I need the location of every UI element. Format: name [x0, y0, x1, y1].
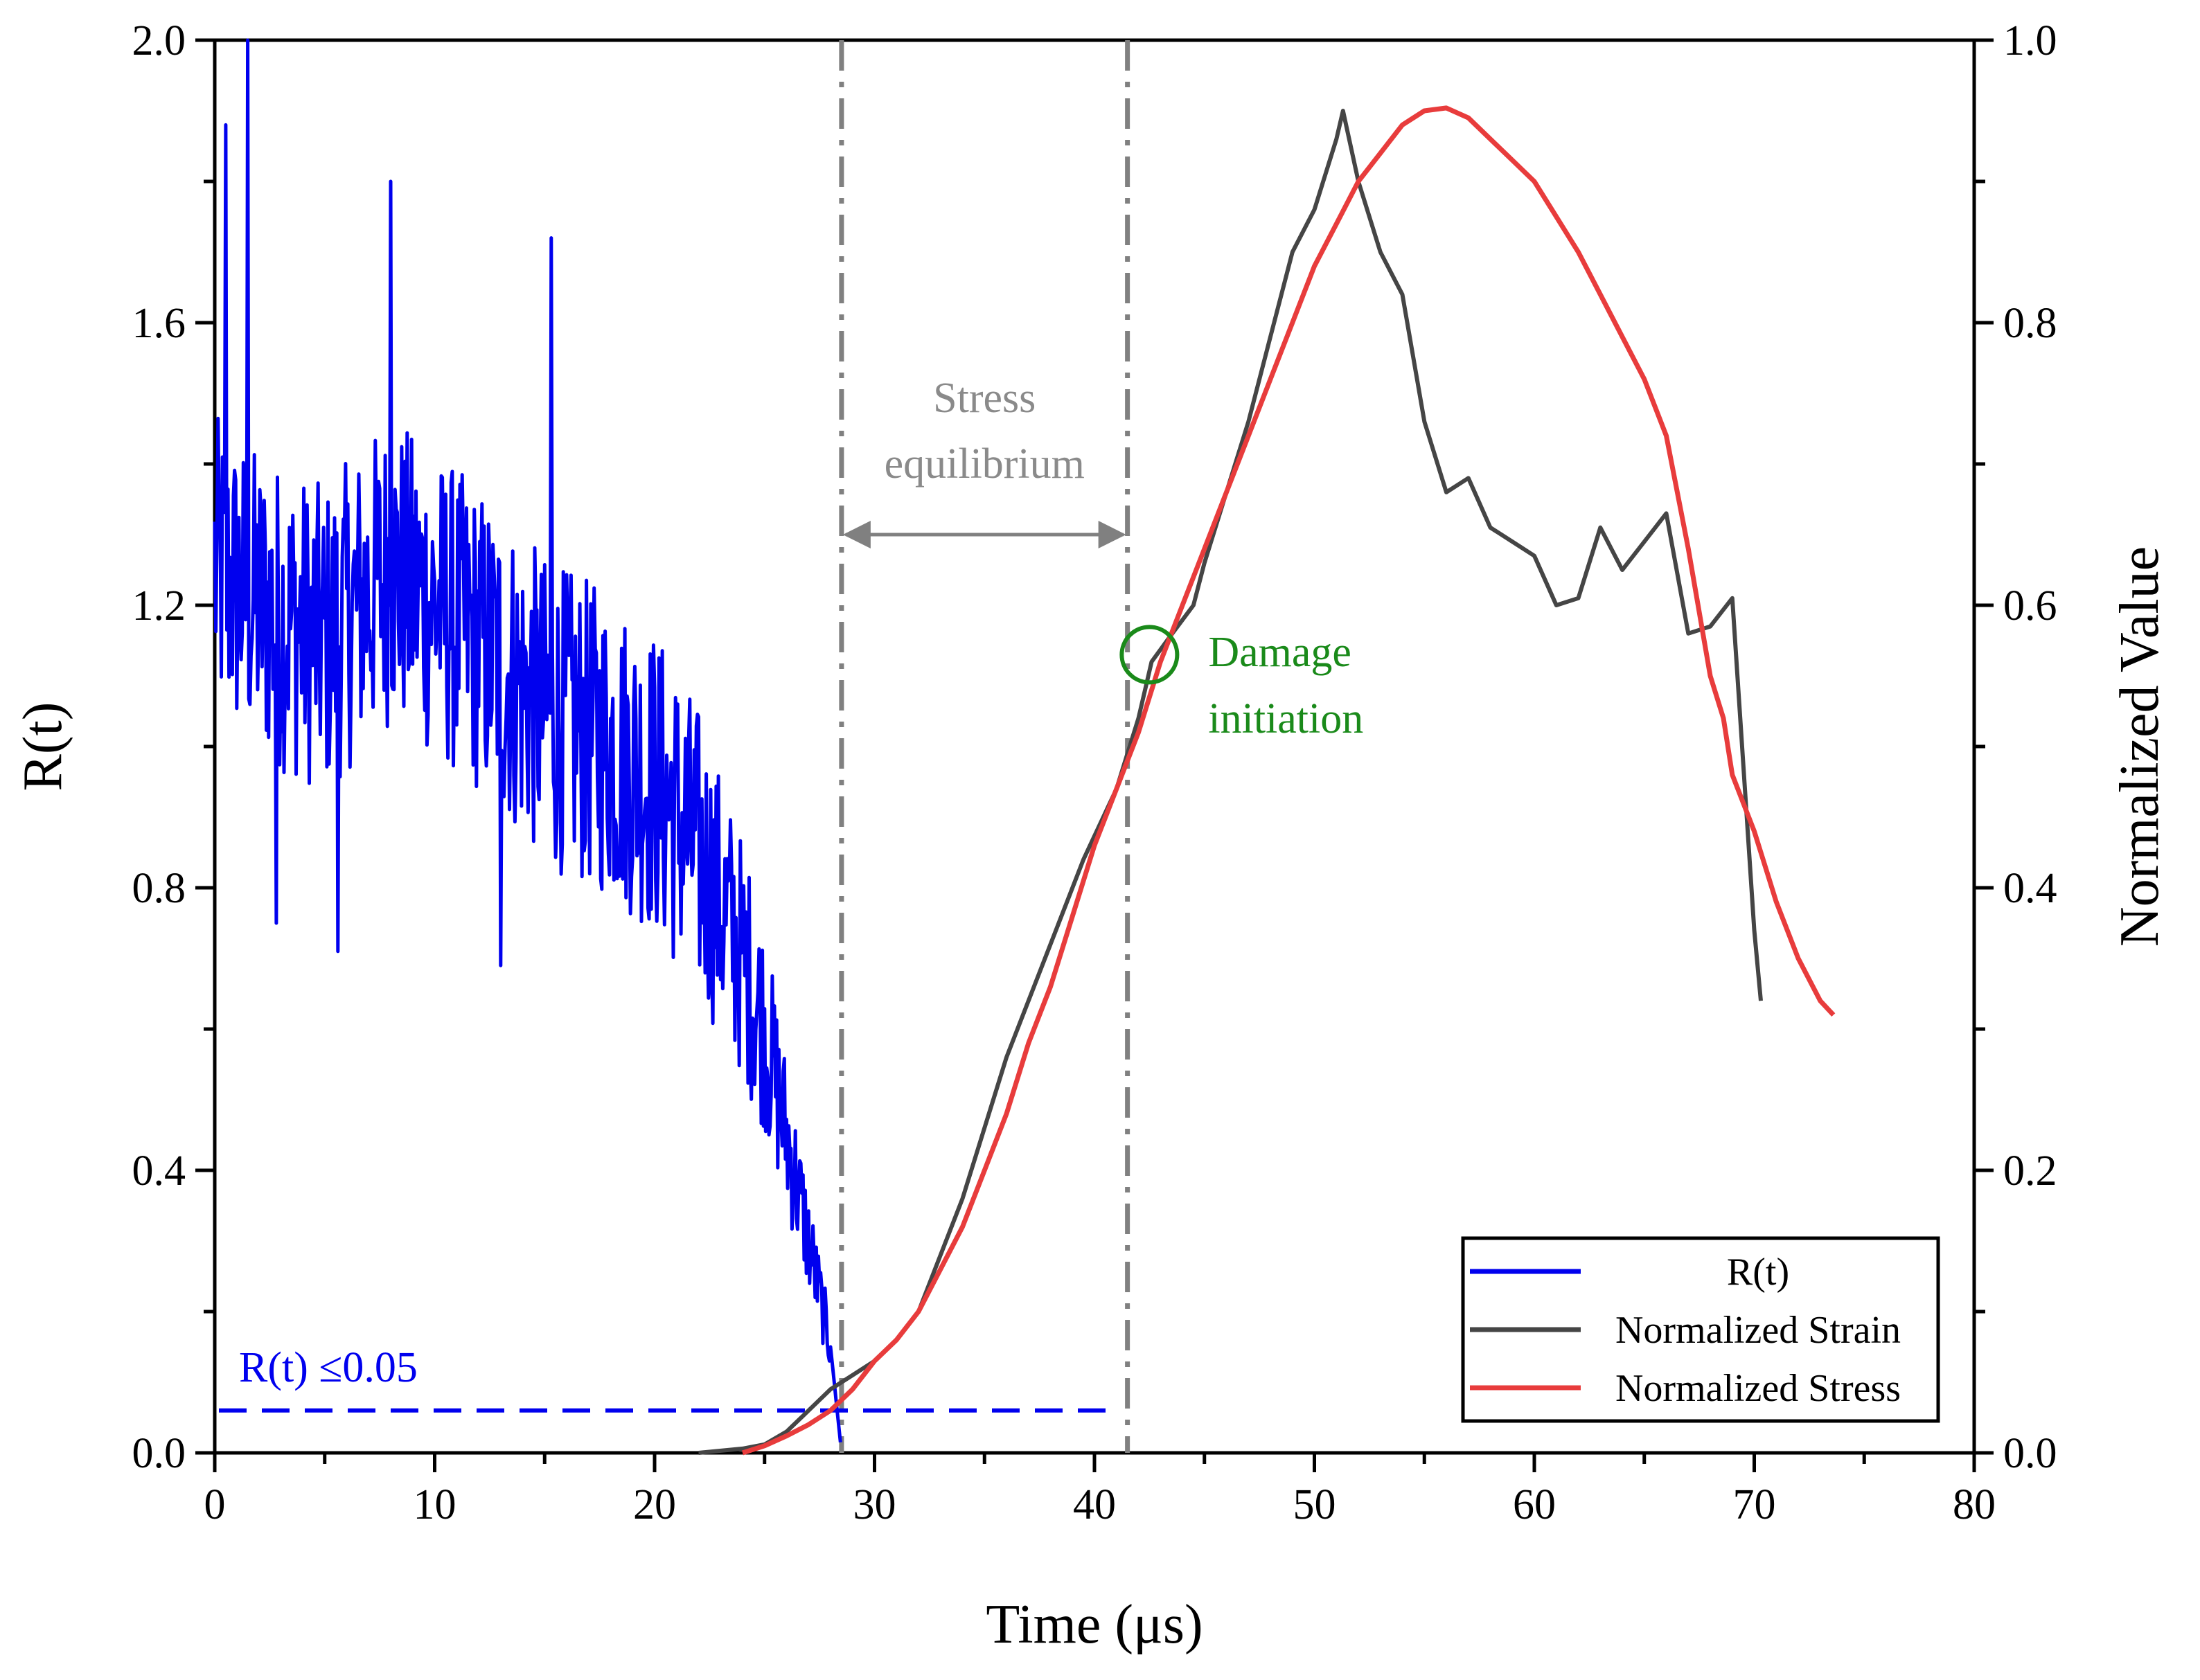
x-tick-label: 60	[1513, 1481, 1556, 1528]
x-axis-title: Time (μs)	[986, 1594, 1203, 1655]
y-right-tick-label: 0.4	[2003, 865, 2057, 912]
y-right-tick-label: 0.2	[2003, 1147, 2057, 1195]
legend: R(t) Normalized Strain Normalized Stress	[1461, 1236, 1940, 1423]
series-line-normalized-stress	[741, 105, 1836, 1456]
damage-initiation-marker	[1119, 625, 1180, 685]
y-right-tick-label: 0.6	[2003, 582, 2057, 629]
legend-label-normalized-stress: Normalized Stress	[1615, 1367, 1901, 1410]
annotation-damage: Damage	[1208, 629, 1351, 676]
x-tick-label: 10	[414, 1481, 456, 1528]
x-tick-label: 80	[1953, 1481, 1996, 1528]
y-axis-left-title: R(t)	[12, 702, 73, 792]
x-tick-label: 20	[633, 1481, 676, 1528]
y-right-tick-label: 0.8	[2003, 300, 2057, 347]
y-left-tick-label: 0.0	[132, 1430, 186, 1477]
y-left-tick-label: 2.0	[132, 17, 186, 64]
axis-ticks: 0 10 20 30 40 50 60 70 800.0 0.00.4 0.20.8 0.41.2 0.…	[132, 17, 2057, 1528]
annotation-threshold: R(t) ≤0.05	[239, 1344, 418, 1391]
legend-label-normalized-strain: Normalized Strain	[1615, 1309, 1901, 1352]
y-left-tick-label: 1.6	[132, 300, 186, 347]
y-left-tick-label: 0.8	[132, 865, 186, 912]
x-tick-label: 70	[1733, 1481, 1776, 1528]
y-right-tick-label: 1.0	[2003, 17, 2057, 64]
y-right-tick-label: 0.0	[2003, 1430, 2057, 1477]
legend-label-rt: R(t)	[1727, 1251, 1789, 1294]
annotation-equilibrium: equilibrium	[885, 440, 1085, 488]
series-line-rt	[213, 38, 842, 1442]
annotation-stress: Stress	[933, 375, 1036, 422]
y-axis-right-title: Normalized Value	[2109, 546, 2170, 947]
guide-lines	[219, 40, 1130, 1453]
x-tick-label: 0	[204, 1481, 226, 1528]
y-left-tick-label: 1.2	[132, 582, 186, 629]
x-tick-label: 50	[1293, 1481, 1336, 1528]
annotation-initiation: initiation	[1208, 695, 1363, 742]
x-tick-label: 30	[853, 1481, 896, 1528]
x-tick-label: 40	[1073, 1481, 1116, 1528]
y-left-tick-label: 0.4	[132, 1147, 186, 1195]
